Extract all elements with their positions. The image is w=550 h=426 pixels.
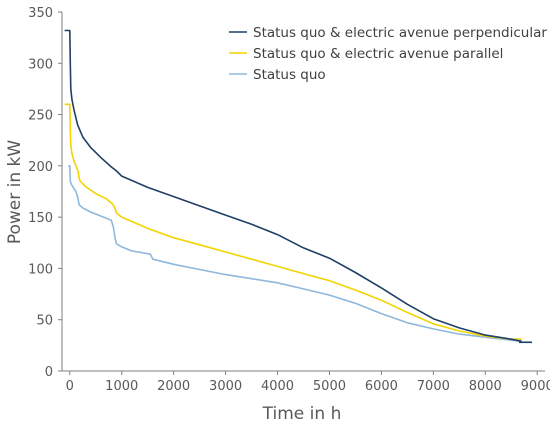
series-line [64, 103, 522, 340]
x-tick-label: 9000 [521, 379, 550, 394]
y-tick-label: 100 [28, 262, 53, 277]
x-tick-label: 1000 [105, 379, 138, 394]
legend: Status quo & electric avenue perpendicul… [229, 25, 547, 83]
series-line [68, 165, 522, 343]
y-tick-label: 250 [28, 109, 53, 124]
y-tick-label: 0 [45, 365, 53, 380]
legend-label: Status quo & electric avenue parallel [253, 46, 503, 62]
series-layer [64, 29, 533, 344]
y-tick-label: 150 [28, 211, 53, 226]
x-tick-label: 3000 [209, 379, 242, 394]
x-tick-label: 8000 [469, 379, 502, 394]
x-tick-label: 2000 [157, 379, 190, 394]
y-tick-label: 300 [28, 57, 53, 72]
x-tick-label: 0 [66, 379, 74, 394]
x-axis-title: Time in h [262, 404, 342, 424]
x-tick-label: 6000 [365, 379, 398, 394]
x-tick-label: 4000 [261, 379, 294, 394]
x-tick-label: 7000 [417, 379, 450, 394]
legend-label: Status quo & electric avenue perpendicul… [253, 25, 547, 41]
legend-label: Status quo [253, 67, 326, 83]
x-tick-label: 5000 [313, 379, 346, 394]
y-tick-label: 50 [36, 314, 53, 329]
x-tick-labels: 0 1000 2000 3000 4000 5000 6000 7000 8000 9000 [66, 371, 550, 394]
y-tick-label: 200 [28, 160, 53, 175]
series-line [64, 29, 522, 343]
y-tick-label: 350 [28, 6, 53, 21]
y-axis-title: Power in kW [5, 140, 25, 245]
y-tick-labels: 0 50 100 150 200 250 300 350 [28, 6, 62, 380]
plot-area: 0 1000 2000 3000 4000 5000 6000 7000 8000 9000 0 5… [28, 6, 550, 394]
